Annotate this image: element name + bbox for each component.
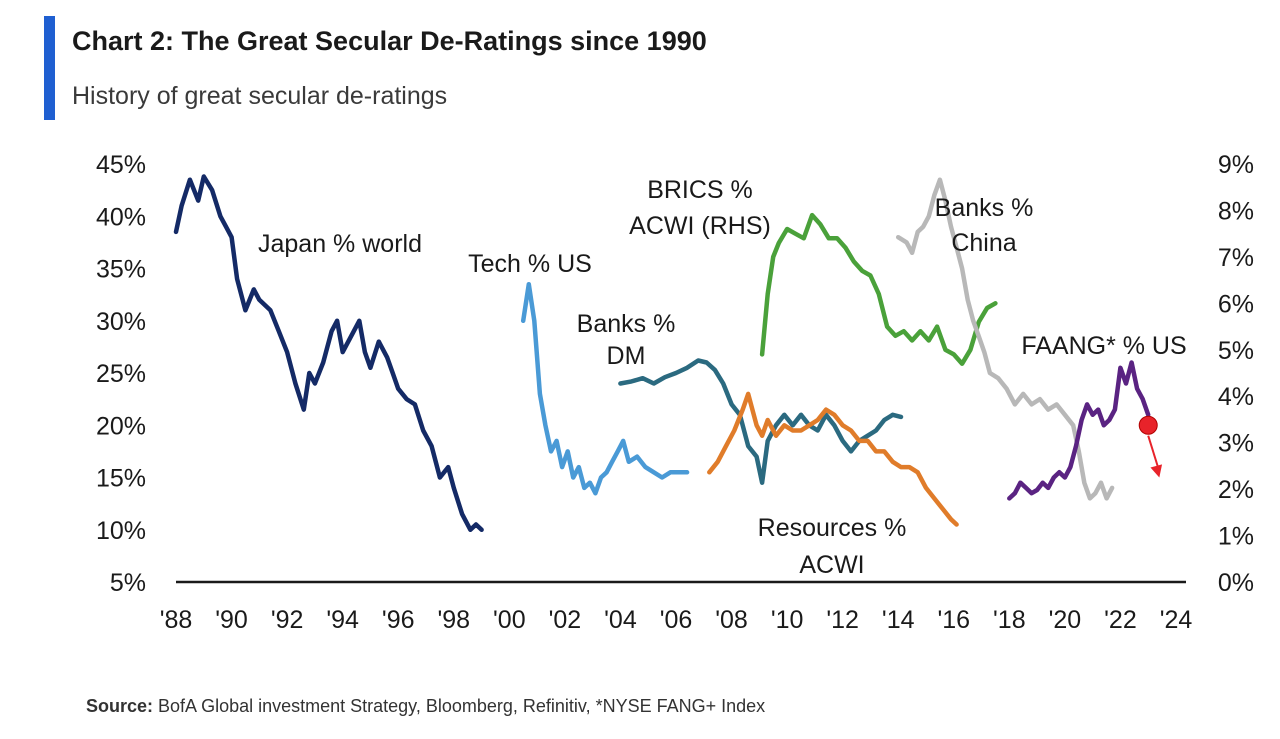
y-right-tick-label: 9% [1218, 151, 1254, 179]
y-right-tick-label: 0% [1218, 569, 1254, 597]
y-left-tick-label: 45% [96, 151, 146, 179]
x-tick-label: '12 [826, 606, 859, 634]
series-line-brics-acwi-rhs [759, 212, 998, 366]
series-line-japan-world [173, 174, 484, 533]
x-tick-label: '90 [215, 606, 248, 634]
y-right-tick-label: 8% [1218, 197, 1254, 225]
series-label-resources-acwi: ACWI [799, 551, 864, 579]
y-right-tick-label: 1% [1218, 523, 1254, 551]
source-note: Source: BofA Global investment Strategy,… [86, 696, 765, 717]
series-label-brics-acwi-rhs: BRICS % [647, 176, 753, 204]
x-tick-label: '06 [660, 606, 693, 634]
y-left-tick-label: 20% [96, 412, 146, 440]
series-label-resources-acwi: Resources % [758, 514, 907, 542]
series-label-banks-china: China [951, 229, 1016, 257]
x-tick-label: '14 [882, 606, 915, 634]
x-tick-label: '92 [271, 606, 304, 634]
series-line-tech-us [520, 281, 690, 496]
series-label-faang-us: FAANG* % US [1021, 332, 1186, 360]
y-right-tick-label: 4% [1218, 383, 1254, 411]
x-tick-label: '22 [1104, 606, 1137, 634]
y-left-tick-label: 40% [96, 203, 146, 231]
y-left-tick-label: 5% [110, 569, 146, 597]
series-line-banks-china [895, 177, 1115, 501]
source-text: BofA Global investment Strategy, Bloombe… [153, 696, 766, 716]
y-right-tick-label: 7% [1218, 244, 1254, 272]
x-tick-label: '08 [715, 606, 748, 634]
y-right-tick-label: 3% [1218, 430, 1254, 458]
downside-arrow-head [1150, 464, 1163, 478]
x-tick-label: '96 [382, 606, 415, 634]
series-label-japan-world: Japan % world [258, 230, 422, 258]
series-label-banks-dm: Banks % [577, 310, 676, 338]
series-label-tech-us: Tech % US [468, 250, 592, 278]
y-right-tick-label: 5% [1218, 337, 1254, 365]
y-left-tick-label: 30% [96, 308, 146, 336]
y-left-tick-label: 25% [96, 360, 146, 388]
series-label-banks-dm: DM [607, 342, 646, 370]
x-tick-label: '16 [937, 606, 970, 634]
chart-canvas: 5% 10% 15% 20% 25% 30% 35% 40% 45% 0% 1% 2% 3% 4% 5% 6%… [96, 151, 1254, 634]
x-tick-label: '98 [437, 606, 470, 634]
series-label-brics-acwi-rhs: ACWI (RHS) [629, 212, 771, 240]
series-label-banks-china: Banks % [935, 194, 1034, 222]
y-left-tick-label: 10% [96, 517, 146, 545]
x-tick-label: '10 [771, 606, 804, 634]
y-left-tick-label: 15% [96, 465, 146, 493]
y-right-tick-label: 2% [1218, 476, 1254, 504]
downside-arrow-shaft [1147, 435, 1161, 472]
series-line-banks-dm [618, 358, 904, 485]
series-line-resources-acwi [707, 391, 959, 527]
x-tick-label: '20 [1049, 606, 1082, 634]
x-tick-label: '88 [160, 606, 193, 634]
y-left-tick-label: 35% [96, 256, 146, 284]
chart-title: Chart 2: The Great Secular De-Ratings si… [72, 26, 707, 56]
series-line-faang-us [1007, 360, 1151, 501]
x-tick-label: '00 [493, 606, 526, 634]
x-tick-label: '02 [549, 606, 582, 634]
y-right-tick-label: 6% [1218, 290, 1254, 318]
chart-subtitle: History of great secular de-ratings [72, 82, 448, 110]
x-tick-label: '24 [1160, 606, 1193, 634]
x-tick-label: '18 [993, 606, 1026, 634]
x-tick-label: '04 [604, 606, 637, 634]
x-tick-label: '94 [326, 606, 359, 634]
current-value-marker [1138, 415, 1158, 435]
source-label: Source: [86, 696, 154, 716]
title-accent-bar [44, 16, 55, 120]
